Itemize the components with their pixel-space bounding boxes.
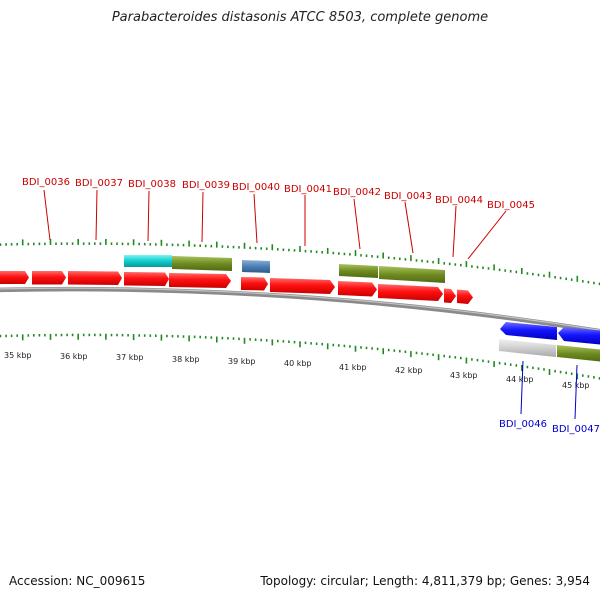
outer-tick-ring <box>0 238 600 286</box>
feature-block[interactable] <box>379 266 445 283</box>
genome-summary-text: Topology: circular; Length: 4,811,379 bp… <box>260 574 590 588</box>
gene-arrow[interactable] <box>0 271 29 284</box>
genome-backbone <box>0 286 600 334</box>
kbp-tick-label: 41 kbp <box>339 363 367 372</box>
feature-block[interactable] <box>339 264 378 278</box>
gene-arrow[interactable] <box>169 273 231 288</box>
genome-backbone-highlight <box>0 287 600 331</box>
kbp-tick-label: 37 kbp <box>116 353 144 362</box>
accession-text: Accession: NC_009615 <box>9 574 146 588</box>
kbp-tick-label: 40 kbp <box>284 359 312 368</box>
forward-annotation-features <box>124 255 445 283</box>
gene-arrow[interactable] <box>500 322 557 340</box>
gene-label[interactable]: BDI_0047 <box>552 424 600 435</box>
gene-label[interactable]: BDI_0038 <box>128 179 176 190</box>
gene-label[interactable]: BDI_0039 <box>182 180 230 191</box>
reverse-strand-features <box>499 322 600 362</box>
gene-label[interactable]: BDI_0044 <box>435 195 483 206</box>
gene-label[interactable]: BDI_0036 <box>22 177 70 188</box>
gene-arrow[interactable] <box>124 272 169 286</box>
gene-arrow[interactable] <box>241 277 268 291</box>
kbp-tick-label: 44 kbp <box>506 375 534 384</box>
feature-block[interactable] <box>172 256 232 271</box>
gene-label[interactable]: BDI_0045 <box>487 200 535 211</box>
gene-label[interactable]: BDI_0046 <box>499 419 547 430</box>
gene-label[interactable]: BDI_0037 <box>75 178 123 189</box>
kbp-tick-label: 43 kbp <box>450 371 478 380</box>
gene-arrow[interactable] <box>457 289 473 305</box>
gene-labels: BDI_0036 BDI_0037 BDI_0038 BDI_0039 BDI_… <box>22 177 600 435</box>
kbp-tick-label: 38 kbp <box>172 355 200 364</box>
kbp-tick-label: 42 kbp <box>395 366 423 375</box>
gene-label[interactable]: BDI_0043 <box>384 191 432 202</box>
gene-arrow[interactable] <box>444 288 456 304</box>
inner-tick-ring <box>0 333 600 380</box>
gene-label[interactable]: BDI_0041 <box>284 184 332 195</box>
gene-arrow[interactable] <box>558 327 600 345</box>
gene-arrow[interactable] <box>32 271 66 285</box>
feature-block[interactable] <box>499 339 556 357</box>
feature-block[interactable] <box>242 260 270 273</box>
gene-leader-lines <box>43 189 578 420</box>
kbp-tick-label: 35 kbp <box>4 351 32 360</box>
gene-arrow[interactable] <box>338 281 377 297</box>
gene-arrow[interactable] <box>68 271 122 285</box>
gene-label[interactable]: BDI_0042 <box>333 187 381 198</box>
kbp-axis: 35 kbp 36 kbp 37 kbp 38 kbp 39 kbp 40 kb… <box>4 351 590 390</box>
feature-block[interactable] <box>124 255 172 267</box>
gene-arrow[interactable] <box>270 278 335 294</box>
map-title: Parabacteroides distasonis ATCC 8503, co… <box>111 10 489 25</box>
kbp-tick-label: 39 kbp <box>228 357 256 366</box>
feature-block[interactable] <box>557 345 600 362</box>
kbp-tick-label: 36 kbp <box>60 352 88 361</box>
gene-label[interactable]: BDI_0040 <box>232 182 280 193</box>
forward-strand-features <box>0 271 473 304</box>
gene-arrow[interactable] <box>378 284 443 301</box>
